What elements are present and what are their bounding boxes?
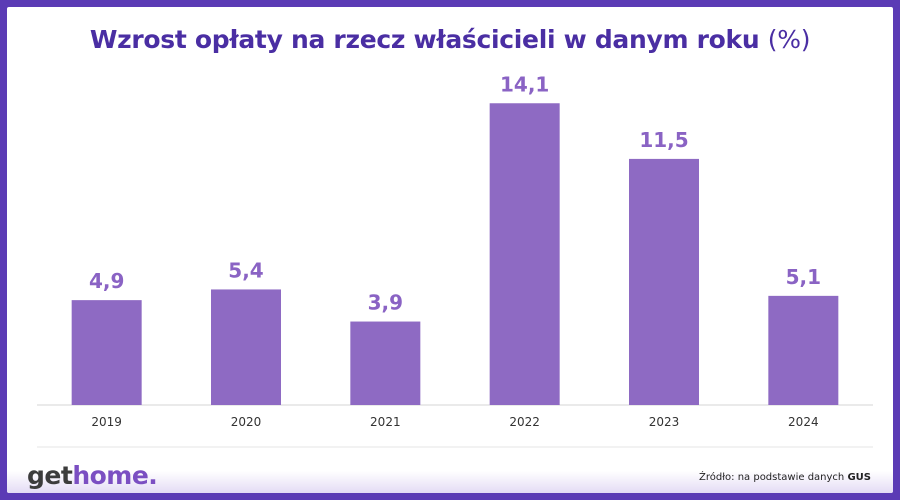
bar-2022: [489, 103, 560, 405]
x-tick-2021: 2021: [370, 415, 401, 429]
data-label-2023: 11,5: [639, 128, 688, 152]
gethome-logo: gethome.: [27, 461, 158, 490]
bar-2020: [211, 289, 281, 405]
data-label-2022: 14,1: [500, 72, 549, 96]
data-label-2024: 5,1: [786, 265, 821, 289]
bar-chart: 4,9 2019 5,4 2020 3,9 2021 14,1 2022 11,5 2023 5,1…: [37, 72, 873, 448]
bar-2023: [629, 158, 699, 405]
bar-2021: [350, 321, 421, 405]
chart-title: Wzrost opłaty na rzecz właścicieli w dan…: [7, 25, 893, 54]
x-tick-2019: 2019: [91, 415, 122, 429]
x-tick-2020: 2020: [231, 415, 262, 429]
logo-get-text: get: [27, 461, 73, 490]
x-tick-2023: 2023: [649, 415, 680, 429]
data-label-2020: 5,4: [228, 258, 263, 282]
source-name: GUS: [847, 472, 871, 483]
data-label-2021: 3,9: [368, 291, 403, 315]
chart-title-text: Wzrost opłaty na rzecz właścicieli w dan…: [89, 25, 760, 54]
source-prefix: Źródło: na podstawie danych: [698, 472, 845, 483]
bar-2019: [71, 300, 142, 405]
bar-2024: [768, 295, 839, 405]
logo-home-text: home.: [72, 461, 158, 490]
bottom-gradient: [7, 471, 893, 493]
source-note: Źródło: na podstawie danych GUS: [699, 472, 871, 483]
x-tick-2024: 2024: [788, 415, 819, 429]
chart-frame: Wzrost opłaty na rzecz właścicieli w dan…: [7, 7, 893, 493]
data-label-2019: 4,9: [89, 269, 124, 293]
chart-title-unit: (%): [767, 25, 811, 54]
x-tick-2022: 2022: [509, 415, 540, 429]
